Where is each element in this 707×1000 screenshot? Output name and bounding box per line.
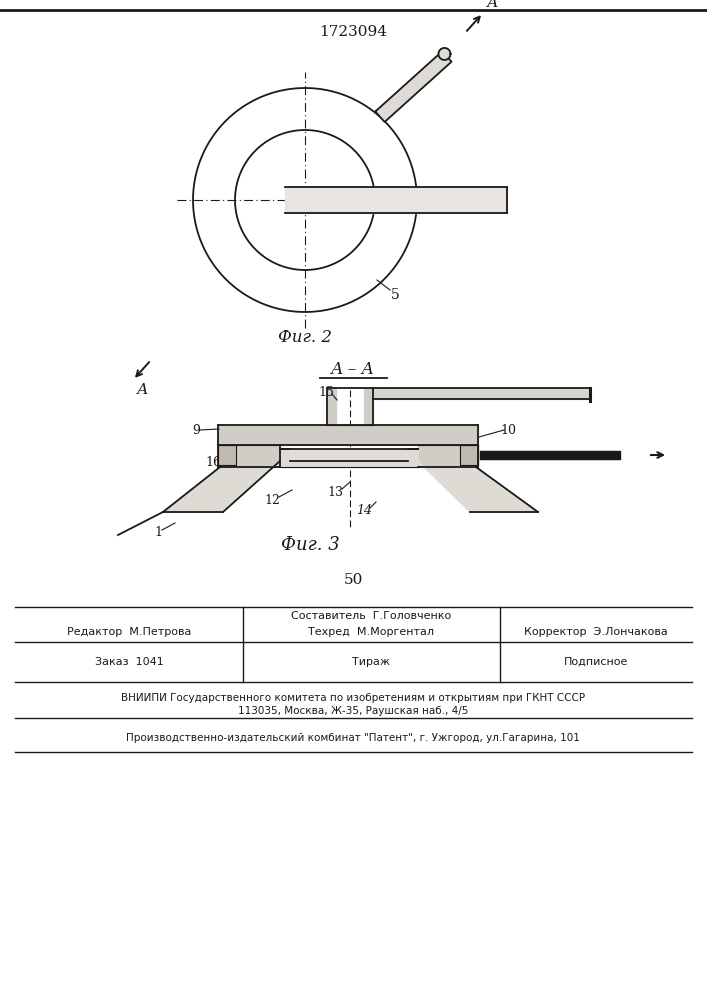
Bar xyxy=(218,425,478,445)
Polygon shape xyxy=(375,51,452,122)
Polygon shape xyxy=(418,445,478,467)
Polygon shape xyxy=(418,461,538,512)
Text: Корректор  Э.Лончакова: Корректор Э.Лончакова xyxy=(524,627,668,637)
Bar xyxy=(364,388,373,425)
Text: Подписное: Подписное xyxy=(563,657,629,667)
Polygon shape xyxy=(285,187,507,213)
Bar xyxy=(418,445,478,467)
Polygon shape xyxy=(218,425,478,445)
Text: 10: 10 xyxy=(500,424,516,436)
Text: А: А xyxy=(137,383,148,397)
Text: А – А: А – А xyxy=(331,361,375,378)
Text: Тираж: Тираж xyxy=(352,657,390,667)
Text: ВНИИПИ Государственного комитета по изобретениям и открытиям при ГКНТ СССР: ВНИИПИ Государственного комитета по изоб… xyxy=(121,693,585,703)
Text: 16: 16 xyxy=(205,456,221,468)
Polygon shape xyxy=(480,451,620,459)
Text: 14: 14 xyxy=(356,504,372,516)
Polygon shape xyxy=(438,48,450,60)
Text: 1: 1 xyxy=(154,526,162,538)
Polygon shape xyxy=(460,445,478,465)
Text: 113035, Москва, Ж-35, Раушская наб., 4/5: 113035, Москва, Ж-35, Раушская наб., 4/5 xyxy=(238,706,468,716)
Bar xyxy=(460,445,478,465)
Bar xyxy=(327,388,336,425)
Polygon shape xyxy=(163,461,280,512)
Polygon shape xyxy=(280,449,418,467)
Text: Редактор  М.Петрова: Редактор М.Петрова xyxy=(67,627,191,637)
Text: Техред  М.Моргентал: Техред М.Моргентал xyxy=(308,627,434,637)
Bar xyxy=(218,445,236,465)
Bar xyxy=(218,445,280,467)
Polygon shape xyxy=(290,449,408,461)
Text: 1723094: 1723094 xyxy=(319,25,387,39)
Text: 5: 5 xyxy=(391,288,399,302)
Text: Фиг. 2: Фиг. 2 xyxy=(278,330,332,347)
Polygon shape xyxy=(373,388,590,399)
Text: 15: 15 xyxy=(318,385,334,398)
Polygon shape xyxy=(364,388,373,425)
Polygon shape xyxy=(218,445,280,467)
Text: Составитель  Г.Головченко: Составитель Г.Головченко xyxy=(291,611,451,621)
Text: А: А xyxy=(487,0,498,10)
Text: 12: 12 xyxy=(264,493,280,506)
Text: 50: 50 xyxy=(344,573,363,587)
Polygon shape xyxy=(218,445,236,465)
Text: Фиг. 3: Фиг. 3 xyxy=(281,536,339,554)
Polygon shape xyxy=(327,388,336,425)
Text: 9: 9 xyxy=(192,424,200,436)
Text: Производственно-издательский комбинат "Патент", г. Ужгород, ул.Гагарина, 101: Производственно-издательский комбинат "П… xyxy=(126,733,580,743)
Text: Заказ  1041: Заказ 1041 xyxy=(95,657,163,667)
Text: 13: 13 xyxy=(327,486,343,498)
